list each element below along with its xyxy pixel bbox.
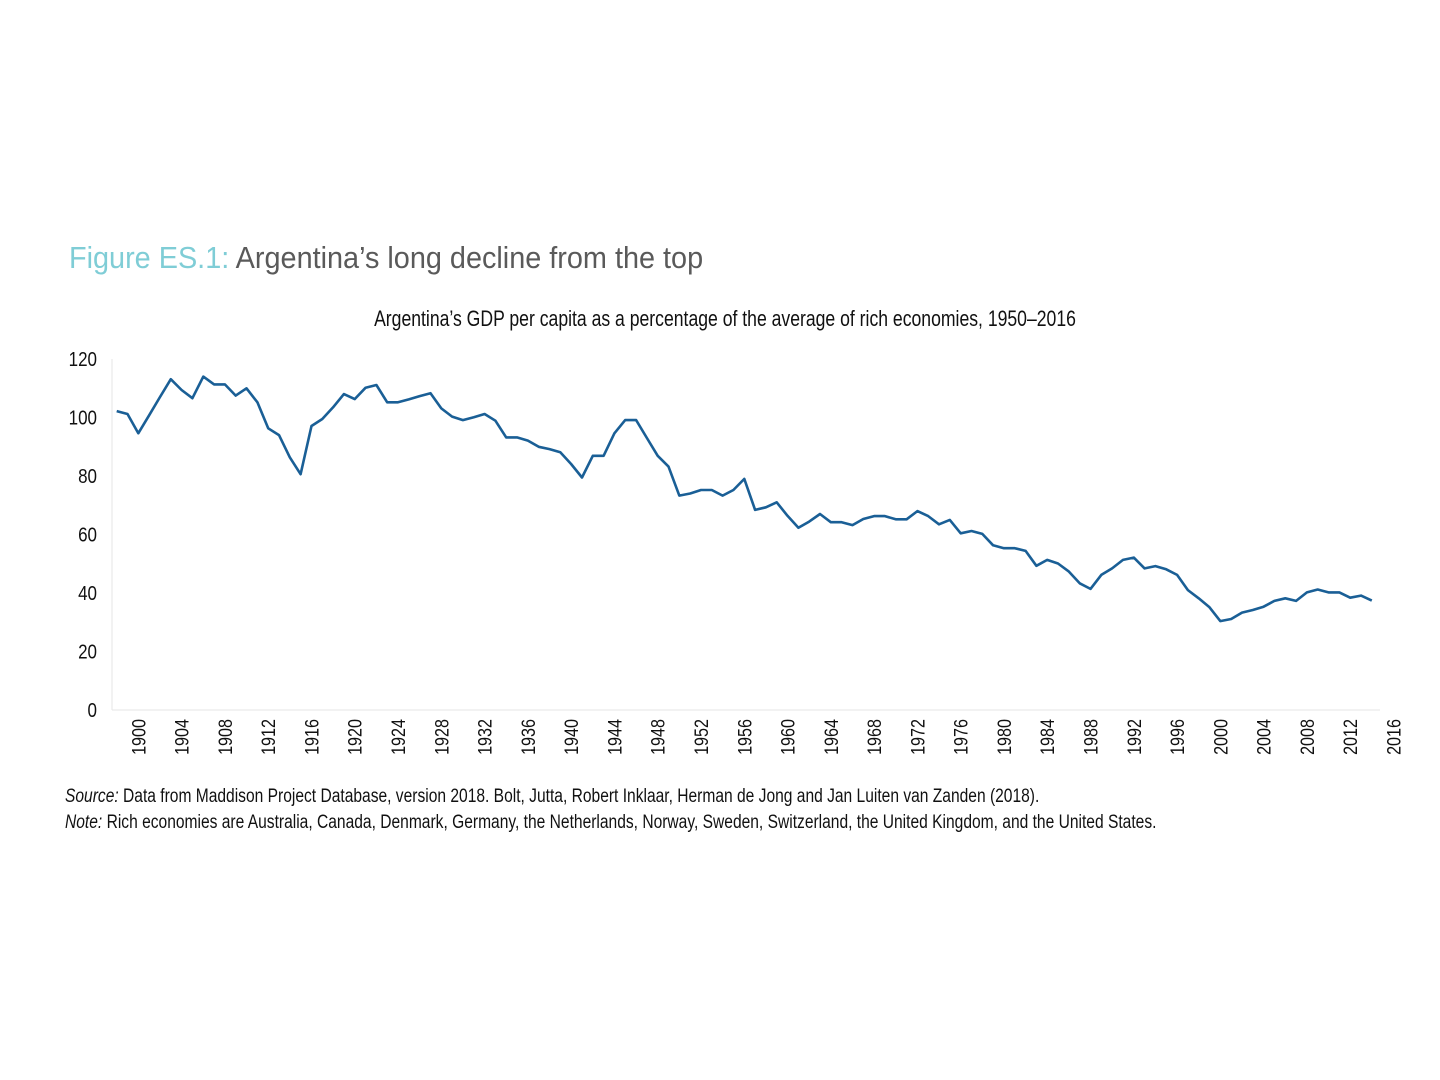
source-text: Data from Maddison Project Database, ver… <box>118 786 1040 807</box>
x-tick-label: 1904 <box>171 719 193 755</box>
y-tick-label: 20 <box>78 640 97 663</box>
figure-title: Figure ES.1: Argentina’s long decline fr… <box>69 240 703 276</box>
x-tick-label: 1968 <box>864 719 886 755</box>
x-tick-label: 1920 <box>344 719 366 755</box>
x-tick-label: 1964 <box>821 719 843 755</box>
x-tick-label: 1940 <box>561 719 583 755</box>
y-tick-label: 80 <box>78 465 97 488</box>
note-line: Note: Rich economies are Australia, Cana… <box>65 810 1156 836</box>
y-tick-label: 120 <box>69 348 97 371</box>
x-tick-label: 1988 <box>1080 719 1102 755</box>
chart-title: Argentina’s GDP per capita as a percenta… <box>374 306 1076 331</box>
x-tick-label: 1960 <box>777 719 799 755</box>
x-tick-label: 1956 <box>734 719 756 755</box>
x-tick-label: 1928 <box>431 719 453 755</box>
x-tick-label: 1900 <box>128 719 150 755</box>
x-tick-label: 1972 <box>907 719 929 755</box>
source-label: Source: <box>65 786 119 807</box>
note-text: Rich economies are Australia, Canada, De… <box>102 812 1157 833</box>
x-tick-label: 2016 <box>1383 719 1405 755</box>
x-tick-label: 1932 <box>474 719 496 755</box>
x-tick-label: 1976 <box>950 719 972 755</box>
x-tick-label: 2004 <box>1253 719 1275 755</box>
x-tick-label: 1908 <box>215 719 237 755</box>
x-tick-label: 1924 <box>388 719 410 755</box>
note-label: Note: <box>65 812 103 833</box>
x-tick-label: 1992 <box>1124 719 1146 755</box>
x-tick-label: 1948 <box>647 719 669 755</box>
x-tick-label: 1936 <box>518 719 540 755</box>
y-tick-label: 100 <box>69 406 97 429</box>
gdp-ratio-line <box>116 375 1373 623</box>
figure-label: Figure ES.1: <box>69 240 230 275</box>
source-line: Source: Data from Maddison Project Datab… <box>65 784 1156 810</box>
x-tick-label: 1996 <box>1167 719 1189 755</box>
x-tick-label: 1912 <box>258 719 280 755</box>
notes: Source: Data from Maddison Project Datab… <box>65 784 1156 836</box>
figure-title-text: Argentina’s long decline from the top <box>235 240 704 275</box>
y-tick-label: 60 <box>78 523 97 546</box>
x-tick-label: 1952 <box>691 719 713 755</box>
x-tick-label: 2008 <box>1297 719 1319 755</box>
x-tick-label: 1984 <box>1037 719 1059 755</box>
x-tick-label: 1916 <box>301 719 323 755</box>
x-tick-label: 2000 <box>1210 719 1232 755</box>
y-tick-label: 0 <box>88 699 97 722</box>
x-tick-label: 2012 <box>1340 719 1362 755</box>
x-tick-label: 1980 <box>994 719 1016 755</box>
x-tick-label: 1944 <box>604 719 626 755</box>
y-tick-label: 40 <box>78 582 97 605</box>
